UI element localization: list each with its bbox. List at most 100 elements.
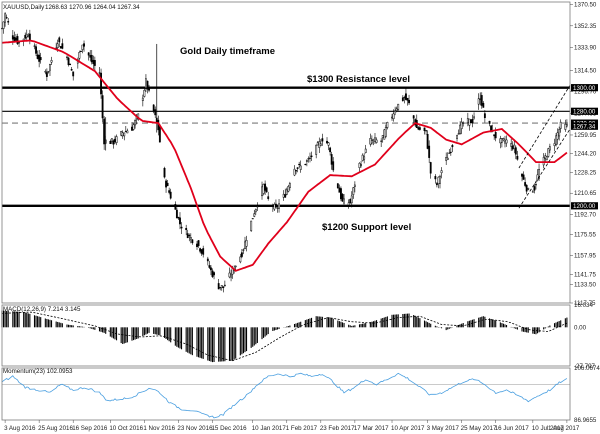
candle [533, 186, 536, 191]
candle [191, 239, 194, 244]
candle [527, 188, 530, 190]
candle [524, 182, 527, 186]
price-tick-label: 1157.95 [574, 253, 596, 260]
candle [460, 121, 463, 130]
candle [251, 218, 254, 220]
candle [437, 176, 440, 185]
price-label-text: 1280.00 [573, 108, 596, 115]
candle [174, 204, 177, 210]
candle [80, 50, 82, 52]
candle [316, 142, 319, 146]
candle [374, 137, 376, 142]
resistance-annotation: $1300 Resistance level [307, 74, 410, 85]
candle [296, 167, 299, 169]
candle [386, 122, 389, 128]
candle [44, 71, 47, 73]
candle [87, 52, 90, 56]
price-label-text: 1200.00 [573, 203, 596, 210]
candle [500, 138, 503, 143]
candle [36, 54, 39, 59]
candle [305, 160, 308, 162]
candle [110, 138, 113, 142]
candle [488, 120, 491, 124]
price-tick-label: 1352.35 [574, 23, 597, 30]
price-tick-label: 1314.50 [574, 68, 597, 75]
macd-label: MACD(12,26,9) 7.214 3.145 [3, 306, 81, 313]
candle [483, 113, 486, 119]
candle [186, 233, 189, 239]
candle [278, 203, 280, 209]
x-tick-label: 10 Jan 2017 [252, 425, 287, 432]
candle [449, 151, 452, 153]
momentum-tick-label: 86.9655 [574, 417, 597, 424]
candle [83, 43, 85, 47]
channel-lower-line [518, 128, 571, 209]
candle [349, 199, 352, 204]
price-tick-label: 1141.75 [574, 272, 596, 279]
candle [352, 187, 355, 195]
candle [244, 241, 246, 249]
x-tick-label: 1 Aug 2017 [548, 425, 580, 432]
candle [7, 21, 10, 23]
candle [18, 42, 20, 44]
candle [369, 138, 372, 145]
candle [514, 147, 517, 155]
candle [547, 148, 550, 157]
candle [38, 54, 41, 62]
candle [145, 78, 147, 89]
candle [72, 71, 75, 77]
candle [340, 188, 342, 200]
x-tick-label: 10 Jul 2017 [532, 425, 565, 432]
candle [264, 183, 267, 191]
candle [361, 154, 364, 161]
candle [299, 165, 302, 170]
candle [459, 124, 462, 134]
candle [124, 131, 127, 133]
candle [211, 270, 214, 277]
candle [466, 118, 469, 124]
moving-average-line [1, 39, 568, 272]
candle [250, 220, 253, 232]
price-tick-label: 1228.25 [574, 169, 597, 176]
candle [101, 95, 104, 119]
candle [206, 258, 209, 262]
momentum-label: Momentum(23) 102.0953 [3, 368, 73, 375]
candle [412, 115, 415, 119]
x-tick-label: 16 Jun 2017 [495, 425, 530, 432]
candle [217, 283, 220, 290]
candle [429, 162, 432, 174]
candle [199, 248, 202, 252]
candle [480, 95, 483, 106]
candle [66, 56, 68, 58]
candle [16, 36, 19, 44]
candle [282, 193, 285, 198]
momentum-panel-frame [1, 367, 571, 421]
x-tick-label: 3 Aug 2016 [4, 425, 36, 432]
candle [384, 126, 387, 137]
channel-upper-line [518, 85, 571, 169]
candle [343, 198, 345, 206]
candle [418, 127, 421, 130]
x-tick-label: 10 Oct 2016 [109, 425, 143, 432]
candle [56, 43, 59, 48]
candle [545, 156, 548, 161]
price-tick-label: 1210.65 [574, 190, 597, 197]
candle [336, 183, 339, 189]
candle [391, 116, 393, 119]
candle [445, 157, 448, 161]
candle [158, 126, 161, 143]
candle [4, 13, 7, 23]
candle [428, 145, 431, 158]
candle [222, 286, 225, 288]
price-tick-label: 1192.70 [574, 211, 596, 218]
candle [180, 226, 183, 229]
candle [555, 135, 557, 145]
candle [456, 135, 458, 139]
candle [25, 33, 28, 38]
x-tick-label: 25 Aug 2016 [38, 425, 73, 432]
candle [493, 134, 496, 137]
candle [213, 272, 215, 276]
candle [284, 194, 287, 198]
candle [28, 33, 31, 41]
candle [332, 161, 335, 171]
